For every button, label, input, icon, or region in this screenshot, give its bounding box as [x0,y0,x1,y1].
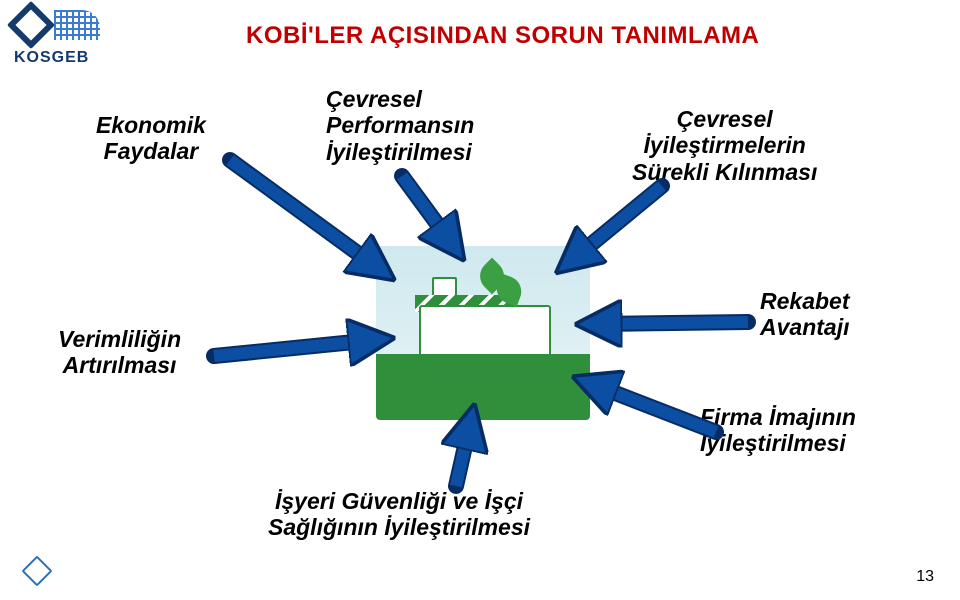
footer-diamond-icon [21,555,52,586]
page-number: 13 [916,568,934,586]
label-verimlilik: Verimliliğin Artırılması [58,326,181,379]
center-illustration [376,246,590,420]
label-ekonomik: Ekonomik Faydalar [96,112,206,165]
label-isyeri: İşyeri Güvenliği ve İşçi Sağlığının İyil… [268,488,530,541]
label-cevresel-surekli: Çevresel İyileştirmelerin Sürekli Kılınm… [632,106,817,185]
page-title: KOBİ'LER AÇISINDAN SORUN TANIMLAMA [246,22,759,50]
kosgeb-logo: KOSGEB [14,8,100,67]
label-firma-imaj: Firma İmajının İyileştirilmesi [700,404,856,457]
label-rekabet: Rekabet Avantajı [760,288,849,341]
logo-text: KOSGEB [14,49,100,67]
label-cevresel-perf: Çevresel Performansın İyileştirilmesi [326,86,474,165]
